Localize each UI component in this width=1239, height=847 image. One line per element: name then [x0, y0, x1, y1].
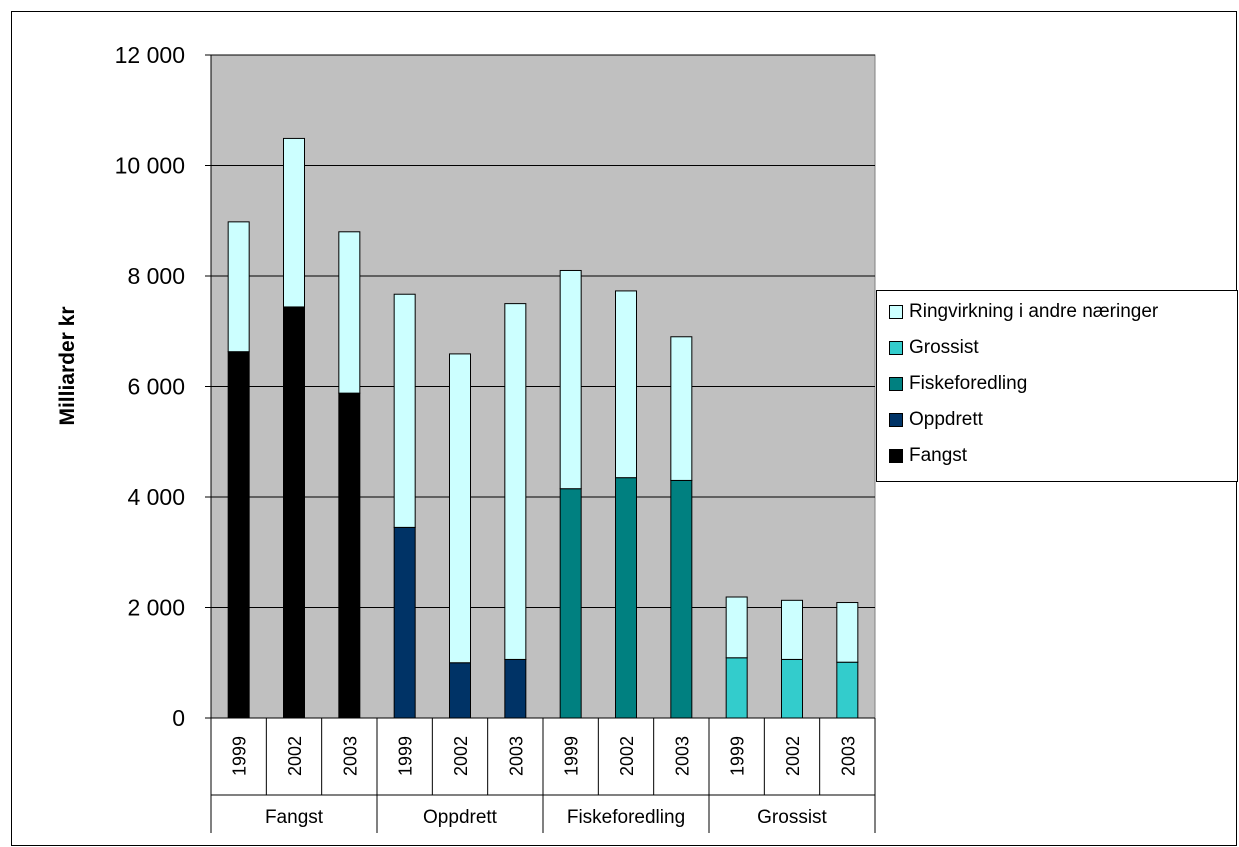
legend-swatch	[889, 305, 903, 319]
y-tick-label: 6 000	[127, 374, 185, 400]
bar-segment	[559, 488, 582, 719]
x-group-label: Fangst	[265, 807, 324, 828]
legend-label: Fiskeforedling	[909, 373, 1028, 394]
legend-item: Grossist	[889, 337, 979, 359]
bar-segment	[393, 526, 416, 719]
legend-swatch	[889, 449, 903, 463]
y-tick-label: 8 000	[127, 263, 185, 289]
bar-segment	[504, 303, 527, 660]
legend-label: Grossist	[909, 337, 979, 358]
bar-segment	[504, 658, 527, 719]
bar-segment	[781, 599, 803, 660]
bar-segment	[615, 477, 637, 719]
legend-label: Oppdrett	[909, 409, 983, 430]
x-tick-label-year: 2002	[451, 736, 471, 776]
legend-item: Fiskeforedling	[889, 373, 1027, 395]
bar-segment	[836, 602, 859, 663]
bar-segment	[283, 306, 305, 719]
x-tick-label-year: 2003	[838, 736, 858, 776]
y-tick-label: 0	[172, 705, 185, 731]
bar-segment	[227, 351, 250, 719]
x-tick-label-year: 1999	[230, 736, 250, 776]
legend: Ringvirkning i andre næringer Grossist Fis…	[876, 290, 1238, 482]
bar-segment	[338, 231, 361, 394]
bars	[227, 137, 859, 719]
y-tick-labels: 0 2 000 4 000 6 000 8 000 10 000 12 000	[115, 42, 185, 731]
bar-segment	[615, 290, 637, 479]
bar-segment	[725, 657, 748, 719]
bar-segment	[449, 662, 471, 719]
gridlines	[211, 54, 875, 608]
x-tick-label-year: 1999	[396, 736, 416, 776]
y-tick-label: 12 000	[115, 42, 185, 68]
bar-segment	[227, 221, 250, 353]
x-tick-label-year: 2003	[340, 736, 360, 776]
x-tick-label-year: 2003	[672, 736, 692, 776]
bar-segment	[559, 269, 582, 490]
bar-segment	[725, 596, 748, 659]
x-tick-label-year: 2002	[783, 736, 803, 776]
x-group-label: Grossist	[757, 807, 827, 828]
x-tick-label-year: 2002	[285, 736, 305, 776]
x-tick-label-year: 2002	[617, 736, 637, 776]
legend-swatch	[889, 341, 903, 355]
x-tick-labels: 1999 2002 2003 1999 2002 2003 1999 2002 2003 1999…	[230, 736, 859, 828]
bar-segment	[393, 293, 416, 528]
bar-segment	[670, 336, 693, 481]
bar-segment	[283, 137, 305, 308]
legend-swatch	[889, 413, 903, 427]
x-tick-label-year: 1999	[562, 736, 582, 776]
x-group-label: Fiskeforedling	[567, 807, 685, 828]
bar-segment	[836, 661, 859, 719]
legend-item: Ringvirkning i andre næringer	[889, 301, 1158, 323]
y-tick-label: 4 000	[127, 484, 185, 510]
bar-segment	[781, 658, 803, 719]
x-tick-label-year: 2003	[506, 736, 526, 776]
y-axis-label: Milliarder kr	[56, 306, 79, 425]
y-tick-label: 10 000	[115, 153, 185, 179]
x-tick-label-year: 1999	[728, 736, 748, 776]
bar-segment	[449, 353, 471, 664]
x-group-label: Oppdrett	[423, 807, 498, 828]
legend-swatch	[889, 377, 903, 391]
legend-item: Fangst	[889, 445, 967, 467]
axes	[205, 54, 876, 833]
y-tick-label: 2 000	[127, 595, 185, 621]
bar-segment	[338, 392, 361, 719]
legend-item: Oppdrett	[889, 409, 983, 431]
bar-segment	[670, 479, 693, 719]
legend-label: Ringvirkning i andre næringer	[909, 301, 1159, 322]
legend-label: Fangst	[909, 445, 968, 466]
